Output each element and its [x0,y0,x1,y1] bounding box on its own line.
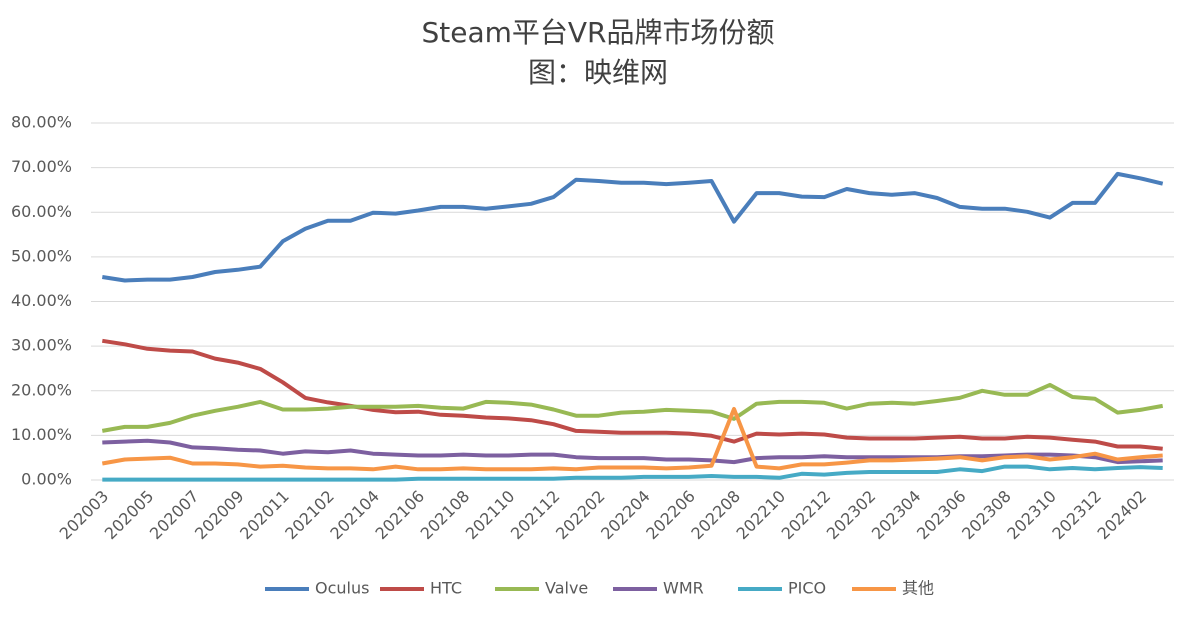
x-tick-label: 202005 [101,487,158,544]
x-tick-label: 202007 [146,487,203,544]
x-tick-label: 202402 [1094,487,1151,544]
y-tick-label: 0.00% [21,470,72,489]
x-tick-label: 202009 [191,487,248,544]
legend-label: 其他 [902,579,934,598]
x-tick-label: 202308 [958,487,1015,544]
x-tick-label: 202102 [281,487,338,544]
y-tick-label: 80.00% [11,113,72,132]
x-tick-label: 202206 [642,487,699,544]
y-tick-label: 70.00% [11,157,72,176]
y-tick-label: 10.00% [11,425,72,444]
legend-label: PICO [788,579,826,598]
y-tick-label: 20.00% [11,380,72,399]
x-tick-label: 202108 [417,487,474,544]
x-tick-label: 202003 [56,487,113,544]
series-line [101,382,1164,433]
y-tick-label: 40.00% [11,291,72,310]
x-tick-label: 202210 [733,487,790,544]
x-tick-label: 202302 [823,487,880,544]
x-tick-label: 202104 [326,487,383,544]
x-tick-label: 202110 [462,487,519,544]
legend-label: Oculus [315,579,369,598]
x-tick-label: 202208 [687,487,744,544]
x-tick-label: 202204 [597,487,654,544]
x-tick-label: 202306 [913,487,970,544]
x-tick-label: 202106 [372,487,429,544]
legend-label: HTC [430,579,462,598]
x-tick-label: 202312 [1048,487,1105,544]
x-tick-label: 202202 [552,487,609,544]
chart-subtitle: 图：映维网 [528,56,668,89]
series-line [101,338,1163,451]
x-tick-label: 202112 [507,487,564,544]
y-tick-label: 30.00% [11,336,72,355]
x-tick-label: 202011 [236,487,293,544]
x-tick-label: 202304 [868,487,925,544]
x-tick-label: 202310 [1003,487,1060,544]
legend-label: WMR [663,579,704,598]
series-line [101,407,1163,472]
series-line [102,438,1163,465]
y-tick-label: 60.00% [11,202,72,221]
chart-title: Steam平台VR品牌市场份额 [421,16,774,49]
series-line [102,464,1163,482]
y-tick-label: 50.00% [11,246,72,265]
x-tick-label: 202212 [778,487,835,544]
legend-label: Valve [545,579,588,598]
series-line [101,171,1164,283]
